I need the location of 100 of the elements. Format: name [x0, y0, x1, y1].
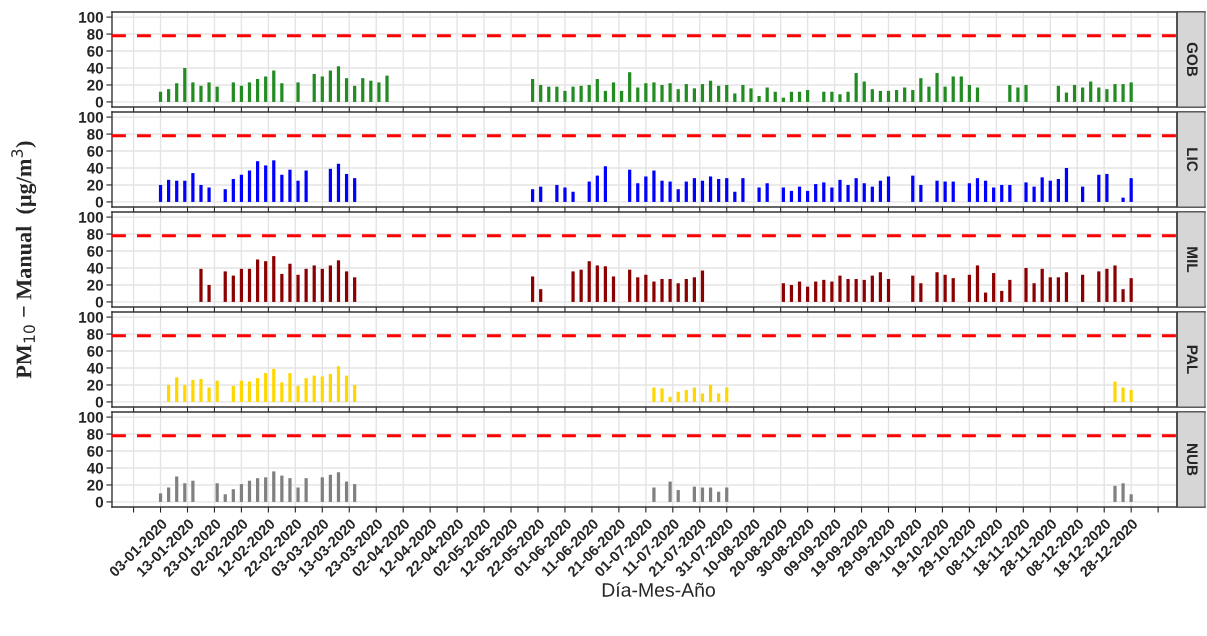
- bar: [741, 84, 745, 102]
- bar: [158, 493, 163, 502]
- bar: [312, 265, 316, 302]
- y-tick-label: 20: [87, 179, 104, 191]
- bar: [247, 381, 252, 402]
- bar: [846, 91, 850, 102]
- bar: [1105, 173, 1109, 202]
- bar: [943, 274, 947, 302]
- bar: [789, 284, 794, 302]
- bar: [239, 174, 244, 202]
- y-tick-label: 0: [95, 496, 104, 508]
- bar: [255, 79, 260, 102]
- y-tick-label: 0: [95, 196, 104, 208]
- bar: [539, 289, 543, 302]
- bar: [652, 487, 656, 502]
- bar: [280, 83, 284, 102]
- bar: [272, 256, 276, 302]
- bar: [175, 83, 179, 102]
- bar: [199, 85, 203, 102]
- bar: [1056, 179, 1060, 202]
- bar: [644, 176, 648, 202]
- bar: [1081, 274, 1085, 302]
- bar: [789, 190, 794, 202]
- bar: [296, 82, 300, 102]
- bar: [288, 478, 292, 502]
- bar: [1121, 483, 1125, 502]
- bar: [692, 88, 696, 102]
- bar: [765, 87, 769, 102]
- bar: [1097, 271, 1101, 302]
- bar: [725, 84, 729, 102]
- bar: [854, 178, 858, 202]
- bar: [1008, 84, 1012, 102]
- bar: [167, 487, 171, 502]
- bar: [296, 385, 300, 402]
- y-tick-label: 100: [79, 11, 104, 23]
- bar: [272, 471, 276, 502]
- bar: [967, 183, 972, 202]
- bar: [255, 259, 260, 302]
- bar: [247, 268, 252, 302]
- bar: [264, 373, 268, 402]
- bar: [854, 73, 858, 102]
- bar: [1032, 283, 1036, 302]
- x-axis-title: Día-Mes-Año: [602, 582, 715, 597]
- bar: [692, 387, 696, 402]
- bar: [328, 474, 333, 502]
- bar: [846, 279, 850, 302]
- bar: [264, 477, 268, 502]
- bar: [935, 73, 939, 102]
- y-tick-label: 40: [86, 62, 104, 74]
- bar: [320, 268, 324, 302]
- bar: [611, 276, 616, 302]
- bar: [587, 84, 591, 102]
- bar: [175, 476, 179, 502]
- bar: [830, 187, 834, 202]
- bar: [587, 181, 591, 202]
- bar: [951, 76, 955, 102]
- bar: [555, 184, 559, 202]
- bar: [272, 70, 276, 102]
- bar: [563, 187, 567, 202]
- bar: [951, 278, 955, 302]
- bar: [749, 88, 753, 102]
- bar: [344, 481, 349, 502]
- bar: [708, 80, 713, 102]
- bar: [239, 484, 244, 502]
- bar: [668, 481, 672, 502]
- bar: [806, 286, 810, 302]
- text: GOB: [1186, 42, 1198, 77]
- bar: [967, 274, 972, 302]
- y-tick-label: 100: [79, 411, 104, 423]
- y-tick-label: 60: [87, 145, 104, 157]
- bar: [822, 279, 826, 302]
- bar: [1113, 84, 1117, 102]
- bar: [878, 90, 883, 102]
- bar: [789, 91, 794, 102]
- bar: [911, 175, 915, 202]
- bar: [822, 91, 826, 102]
- bar: [1097, 87, 1101, 102]
- y-tick-label: 40: [86, 262, 104, 274]
- bar: [838, 94, 842, 102]
- bar: [328, 373, 333, 402]
- bar: [700, 84, 705, 102]
- bar: [1064, 167, 1069, 202]
- bar: [1129, 178, 1133, 202]
- bar: [239, 380, 244, 402]
- bar: [175, 180, 179, 202]
- bar: [199, 184, 203, 202]
- bar: [733, 93, 737, 102]
- bar: [595, 265, 599, 302]
- bar: [1000, 184, 1004, 202]
- bar: [280, 382, 284, 402]
- bar: [199, 379, 203, 402]
- bar: [595, 79, 599, 102]
- bar: [1024, 182, 1028, 202]
- y-tick-label: 40: [86, 162, 104, 174]
- bar: [1113, 381, 1117, 402]
- bar: [530, 79, 535, 102]
- bar: [846, 184, 850, 202]
- bar: [595, 175, 599, 202]
- bar: [223, 271, 227, 302]
- bar: [547, 86, 551, 102]
